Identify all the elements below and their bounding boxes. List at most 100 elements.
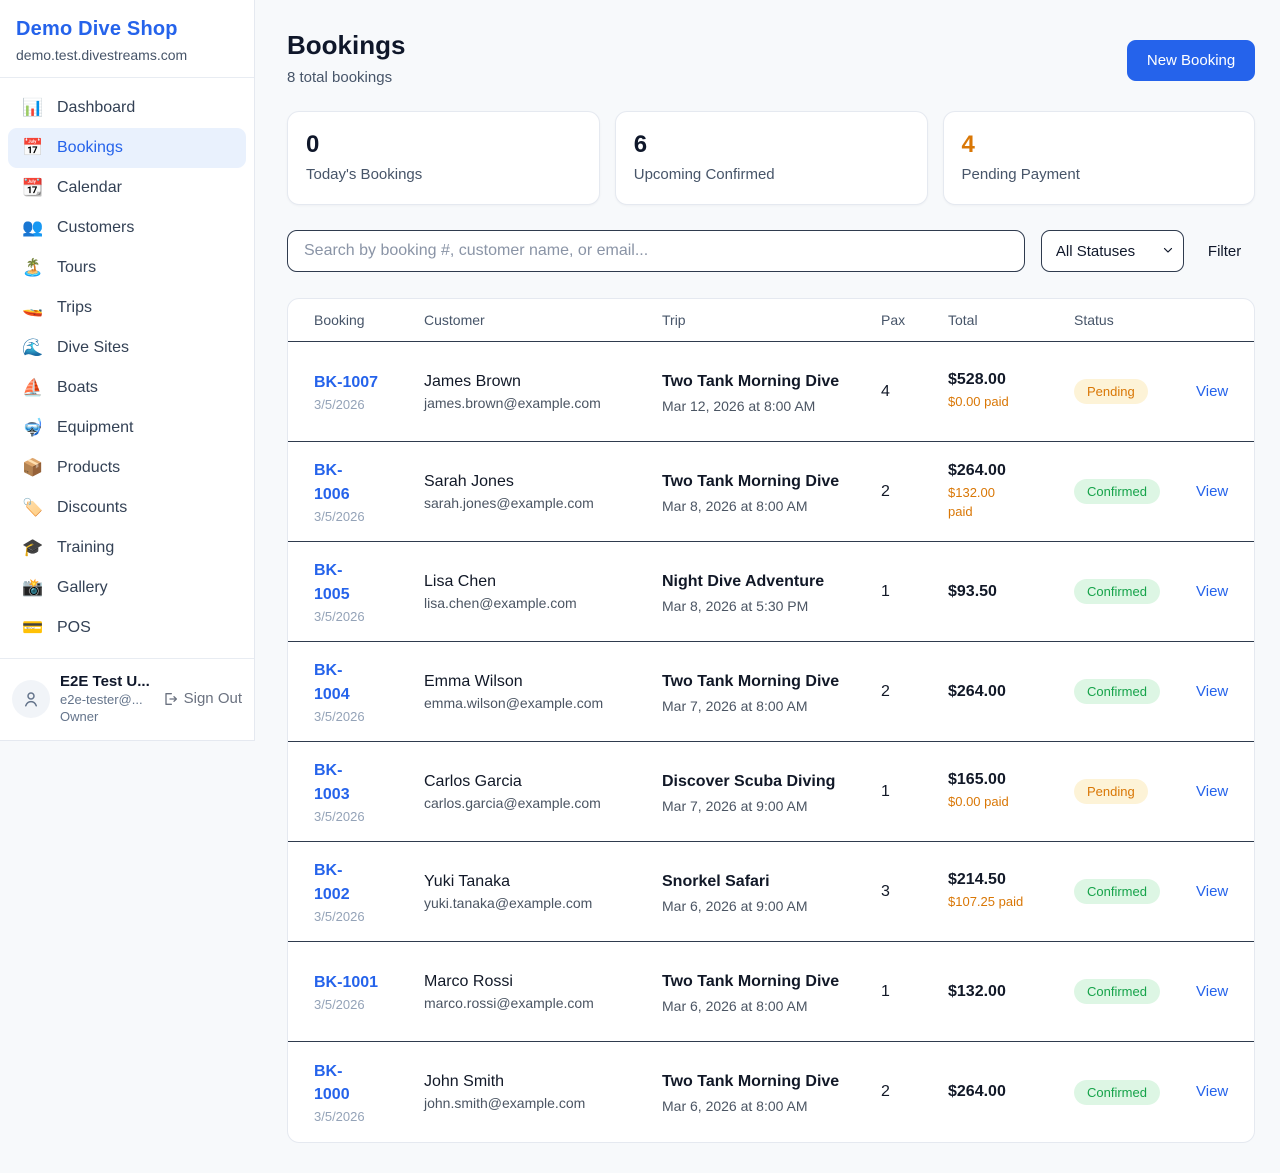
status-badge: Confirmed bbox=[1074, 579, 1160, 604]
filter-button[interactable]: Filter bbox=[1207, 242, 1242, 260]
trip-cell: Two Tank Morning Dive Mar 8, 2026 at 8:0… bbox=[662, 470, 881, 514]
stat-card: 0 Today's Bookings bbox=[287, 111, 600, 205]
new-booking-button[interactable]: New Booking bbox=[1126, 40, 1256, 81]
customer-name: John Smith bbox=[424, 1073, 505, 1090]
customer-name: Emma Wilson bbox=[424, 672, 523, 690]
table-row: BK- 1006 3/5/2026 Sarah Jones sarah.jone… bbox=[288, 442, 1255, 542]
person-icon bbox=[22, 690, 40, 708]
sign-out-button[interactable]: Sign Out bbox=[162, 690, 242, 707]
customer-name: Yuki Tanaka bbox=[424, 872, 510, 890]
paid-amount: $0.00 paid bbox=[948, 794, 1009, 810]
total-cell: $93.50 bbox=[948, 583, 1074, 601]
booking-number-link[interactable]: BK-1001 bbox=[314, 973, 379, 991]
main-content: Bookings 8 total bookings New Booking 0 … bbox=[255, 0, 1280, 1173]
customer-name: James Brown bbox=[424, 372, 521, 390]
booking-number-link[interactable]: BK- 1006 bbox=[314, 462, 350, 503]
tear-off-calendar-icon: 📆 bbox=[22, 178, 44, 197]
sidebar-item-calendar[interactable]: 📆 Calendar bbox=[8, 168, 246, 208]
filter-row: All Statuses Filter bbox=[287, 230, 1255, 272]
total-amount: $214.50 bbox=[948, 871, 1006, 889]
graduation-cap-icon: 🎓 bbox=[22, 538, 44, 557]
sidebar-item-label: Products bbox=[57, 459, 121, 476]
bookings-table: Booking Customer Trip Pax Total Status B… bbox=[287, 298, 1256, 1143]
sidebar-item-label: Customers bbox=[57, 219, 135, 236]
booking-date: 3/5/2026 bbox=[314, 1109, 365, 1125]
total-amount: $264.00 bbox=[948, 682, 1006, 700]
island-icon: 🏝️ bbox=[22, 258, 44, 277]
total-cell: $264.00 bbox=[948, 683, 1074, 701]
diving-mask-icon: 🤿 bbox=[22, 418, 44, 437]
status-badge: Pending bbox=[1074, 379, 1148, 404]
sidebar-item-discounts[interactable]: 🏷️ Discounts bbox=[8, 488, 246, 528]
status-filter-select[interactable]: All Statuses bbox=[1040, 230, 1184, 272]
sidebar-item-label: Tours bbox=[57, 259, 97, 276]
sidebar-item-label: Bookings bbox=[57, 139, 123, 156]
sidebar-item-trips[interactable]: 🚤 Trips bbox=[8, 288, 246, 328]
sidebar-item-products[interactable]: 📦 Products bbox=[8, 448, 246, 488]
booking-cell: BK-1001 3/5/2026 bbox=[314, 971, 424, 1012]
status-cell: Pending bbox=[1074, 379, 1196, 404]
sidebar-item-customers[interactable]: 👥 Customers bbox=[8, 208, 246, 248]
sidebar-item-dashboard[interactable]: 📊 Dashboard bbox=[8, 88, 246, 128]
tag-icon: 🏷️ bbox=[22, 498, 44, 517]
sidebar-item-dive-sites[interactable]: 🌊 Dive Sites bbox=[8, 328, 246, 368]
customer-cell: Carlos Garcia carlos.garcia@example.com bbox=[424, 773, 662, 811]
total-amount: $264.00 bbox=[948, 461, 1006, 479]
customer-name: Sarah Jones bbox=[424, 472, 514, 490]
trip-datetime: Mar 7, 2026 at 9:00 AM bbox=[662, 797, 808, 814]
wave-icon: 🌊 bbox=[22, 338, 44, 357]
total-cell: $132.00 bbox=[948, 983, 1074, 1001]
trip-name: Snorkel Safari bbox=[662, 872, 770, 890]
sidebar-item-pos[interactable]: 💳 POS bbox=[8, 608, 246, 648]
booking-number-link[interactable]: BK- 1004 bbox=[314, 662, 350, 703]
stat-card: 4 Pending Payment bbox=[942, 111, 1256, 205]
booking-cell: BK-1007 3/5/2026 bbox=[314, 371, 424, 412]
bar-chart-icon: 📊 bbox=[22, 98, 44, 117]
customer-email: carlos.garcia@example.com bbox=[424, 794, 601, 811]
calendar-17-icon: 📅 bbox=[22, 138, 44, 157]
pax-count: 2 bbox=[881, 1083, 890, 1100]
booking-number-link[interactable]: BK- 1000 bbox=[314, 1062, 350, 1103]
search-input[interactable] bbox=[287, 230, 1025, 272]
booking-number-link[interactable]: BK-1007 bbox=[314, 373, 379, 391]
table-row: BK- 1002 3/5/2026 Yuki Tanaka yuki.tanak… bbox=[288, 842, 1255, 942]
booking-date: 3/5/2026 bbox=[314, 997, 365, 1013]
customer-name: Lisa Chen bbox=[424, 572, 497, 590]
booking-number-link[interactable]: BK- 1003 bbox=[314, 762, 350, 803]
view-link[interactable]: View bbox=[1196, 482, 1229, 500]
view-link[interactable]: View bbox=[1196, 582, 1229, 600]
brand-domain: demo.test.divestreams.com bbox=[16, 47, 188, 63]
sidebar-item-label: POS bbox=[57, 619, 91, 636]
sidebar-item-boats[interactable]: ⛵ Boats bbox=[8, 368, 246, 408]
trip-cell: Two Tank Morning Dive Mar 7, 2026 at 8:0… bbox=[662, 670, 881, 714]
sidebar-item-bookings[interactable]: 📅 Bookings bbox=[8, 128, 246, 168]
view-link[interactable]: View bbox=[1196, 382, 1229, 400]
pax-count: 4 bbox=[881, 382, 890, 400]
customer-email: emma.wilson@example.com bbox=[424, 694, 604, 711]
view-link[interactable]: View bbox=[1196, 782, 1229, 800]
sailboat-icon: ⛵ bbox=[22, 378, 44, 397]
sidebar-item-gallery[interactable]: 📸 Gallery bbox=[8, 568, 246, 608]
customer-email: james.brown@example.com bbox=[424, 394, 601, 411]
speedboat-icon: 🚤 bbox=[22, 298, 44, 317]
view-link[interactable]: View bbox=[1196, 882, 1229, 900]
sidebar-item-tours[interactable]: 🏝️ Tours bbox=[8, 248, 246, 288]
sidebar-item-training[interactable]: 🎓 Training bbox=[8, 528, 246, 568]
pax-count: 1 bbox=[881, 982, 890, 1000]
view-link[interactable]: View bbox=[1196, 682, 1229, 700]
pax-count: 2 bbox=[881, 682, 890, 700]
booking-date: 3/5/2026 bbox=[314, 908, 365, 924]
pax-count: 2 bbox=[881, 482, 890, 500]
customer-cell: Yuki Tanaka yuki.tanaka@example.com bbox=[424, 873, 662, 911]
view-link[interactable]: View bbox=[1196, 982, 1229, 1000]
user-role: Owner bbox=[60, 709, 99, 724]
trip-name: Discover Scuba Diving bbox=[662, 772, 836, 790]
view-link[interactable]: View bbox=[1196, 1083, 1229, 1100]
sidebar-nav: 📊 Dashboard 📅 Bookings 📆 Calendar 👥 Cust… bbox=[0, 78, 254, 658]
booking-number-link[interactable]: BK- 1005 bbox=[314, 562, 350, 603]
col-header-status: Status bbox=[1074, 312, 1114, 328]
table-row: BK- 1003 3/5/2026 Carlos Garcia carlos.g… bbox=[288, 742, 1255, 842]
stat-value: 4 bbox=[961, 131, 975, 158]
sidebar-item-equipment[interactable]: 🤿 Equipment bbox=[8, 408, 246, 448]
booking-number-link[interactable]: BK- 1002 bbox=[314, 862, 350, 903]
